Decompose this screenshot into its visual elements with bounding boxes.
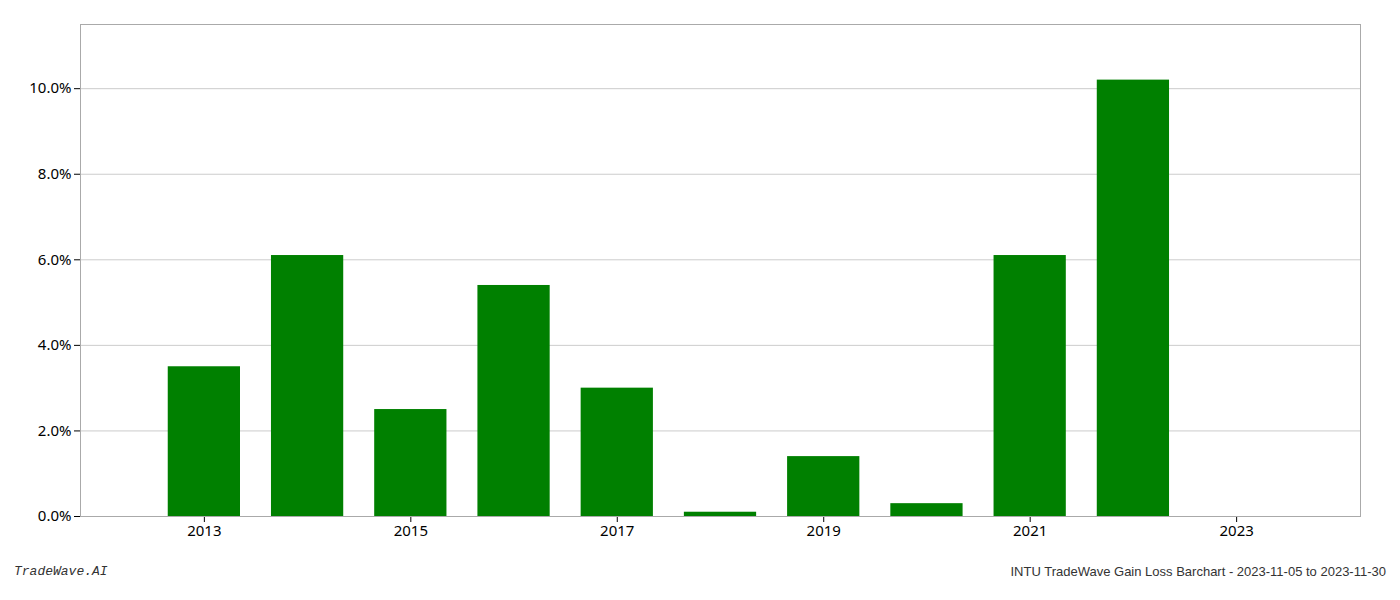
svg-text:2019: 2019 [807,520,841,540]
svg-text:4.0%: 4.0% [38,334,72,354]
svg-text:2015: 2015 [394,520,428,540]
svg-text:2.0%: 2.0% [38,420,72,440]
svg-text:10.0%: 10.0% [29,77,71,97]
svg-text:2017: 2017 [600,520,634,540]
svg-text:2013: 2013 [187,520,221,540]
html-text:INTU TradeWave Gain Loss Barch: INTU TradeWave Gain Loss Barchart - 2023… [1010,564,1386,579]
svg-text:8.0%: 8.0% [38,163,72,183]
svg-text:2021: 2021 [1013,520,1047,540]
html-text:TradeWave.AI: TradeWave.AI [14,564,108,579]
svg-text:0.0%: 0.0% [38,505,72,525]
svg-text:6.0%: 6.0% [38,249,72,269]
svg-text:2023: 2023 [1219,520,1253,540]
